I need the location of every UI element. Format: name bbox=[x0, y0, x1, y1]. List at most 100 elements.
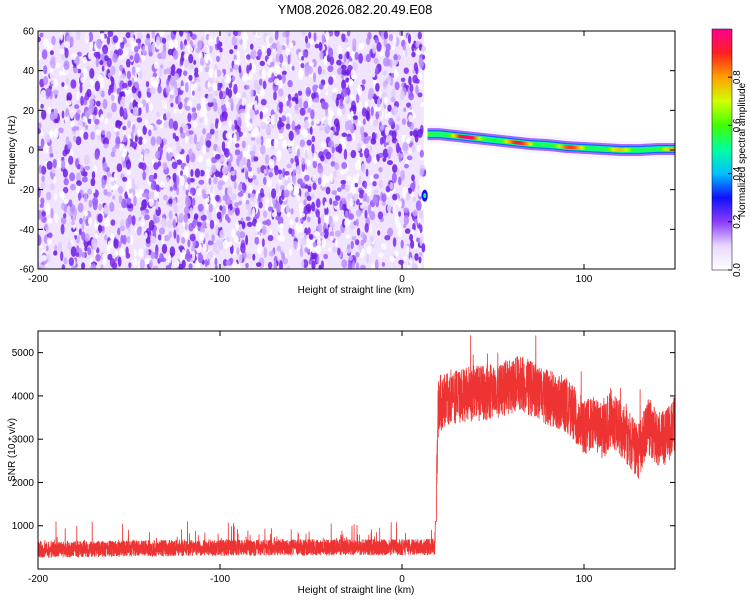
noise-cell bbox=[263, 247, 268, 258]
noise-cell bbox=[329, 235, 334, 241]
noise-cell bbox=[421, 45, 427, 53]
noise-cell bbox=[301, 31, 306, 37]
noise-cell bbox=[351, 187, 357, 195]
noise-cell bbox=[176, 159, 183, 165]
ridge-cell bbox=[482, 137, 485, 141]
noise-cell bbox=[266, 69, 272, 78]
noise-cell bbox=[95, 57, 99, 68]
noise-cell bbox=[40, 197, 45, 205]
noise-cell bbox=[120, 40, 125, 49]
noise-cell bbox=[217, 82, 222, 92]
noise-cell bbox=[253, 178, 259, 186]
noise-cell bbox=[339, 200, 343, 211]
noise-cell bbox=[142, 170, 147, 181]
noise-cell bbox=[77, 68, 82, 74]
noise-cell bbox=[276, 245, 282, 252]
ridge-cell bbox=[555, 144, 558, 148]
noise-cell bbox=[61, 264, 66, 269]
noise-cell bbox=[222, 165, 228, 176]
noise-cell bbox=[76, 51, 82, 57]
noise-cell bbox=[313, 152, 318, 162]
noise-cell bbox=[92, 197, 99, 206]
spectrogram-x-axis-label: Height of straight line (km) bbox=[298, 285, 415, 296]
noise-cell bbox=[150, 236, 157, 244]
noise-cell bbox=[245, 216, 251, 221]
ridge-cell bbox=[485, 137, 488, 142]
ridge-cell bbox=[520, 141, 523, 145]
noise-cell bbox=[152, 126, 157, 131]
ridge-cell bbox=[603, 147, 606, 151]
noise-cell bbox=[373, 189, 379, 195]
noise-cell bbox=[407, 149, 413, 154]
noise-cell bbox=[119, 106, 124, 117]
noise-cell bbox=[187, 112, 192, 123]
ridge-cell bbox=[459, 134, 462, 139]
noise-cell bbox=[45, 202, 50, 213]
noise-cell bbox=[187, 177, 191, 185]
noise-cell bbox=[262, 106, 268, 115]
noise-cell bbox=[175, 154, 180, 160]
noise-cell bbox=[341, 32, 346, 43]
noise-cell bbox=[238, 65, 242, 74]
noise-cell bbox=[188, 263, 193, 269]
noise-cell bbox=[183, 124, 189, 132]
noise-cell bbox=[287, 93, 292, 102]
noise-cell bbox=[281, 252, 286, 261]
noise-cell bbox=[355, 251, 360, 258]
noise-cell bbox=[117, 256, 122, 267]
noise-cell bbox=[132, 106, 139, 117]
noise-cell bbox=[106, 35, 111, 45]
ridge-cell bbox=[644, 147, 647, 152]
ridge-cell bbox=[433, 132, 435, 136]
noise-cell bbox=[157, 85, 162, 94]
ridge-cell bbox=[663, 147, 666, 151]
noise-cell bbox=[62, 168, 68, 178]
noise-cell bbox=[329, 132, 334, 140]
noise-cell bbox=[367, 32, 372, 40]
noise-cell bbox=[154, 250, 159, 260]
noise-cell bbox=[306, 159, 312, 167]
noise-cell bbox=[398, 176, 402, 186]
noise-cell bbox=[158, 31, 165, 38]
noise-cell bbox=[207, 93, 214, 103]
noise-cell bbox=[156, 111, 160, 117]
noise-cell bbox=[80, 164, 84, 172]
ridge-cell bbox=[488, 137, 491, 142]
noise-cell bbox=[110, 233, 115, 240]
noise-cell bbox=[408, 93, 414, 101]
noise-cell bbox=[109, 176, 115, 182]
ridge-cell bbox=[465, 135, 467, 139]
noise-cell bbox=[330, 222, 336, 229]
ridge-cell bbox=[557, 144, 559, 148]
noise-cell bbox=[73, 230, 79, 236]
noise-cell bbox=[226, 31, 232, 35]
noise-cell bbox=[141, 199, 147, 211]
noise-cell bbox=[107, 253, 113, 261]
noise-cell bbox=[247, 144, 251, 151]
noise-cell bbox=[160, 50, 167, 60]
noise-cell bbox=[204, 66, 210, 73]
noise-cell bbox=[412, 263, 416, 269]
noise-cell bbox=[265, 123, 272, 134]
noise-cell bbox=[341, 203, 347, 211]
noise-cell bbox=[225, 99, 229, 109]
noise-cell bbox=[156, 36, 160, 47]
noise-cell bbox=[299, 107, 306, 116]
noise-cell bbox=[180, 175, 185, 187]
noise-cell bbox=[314, 231, 320, 237]
ridge-cell bbox=[504, 139, 507, 144]
ridge-cell bbox=[497, 138, 500, 143]
noise-cell bbox=[387, 111, 392, 118]
noise-cell bbox=[63, 198, 69, 205]
noise-cell bbox=[334, 162, 340, 171]
noise-cell bbox=[221, 205, 226, 215]
noise-cell bbox=[320, 214, 325, 225]
noise-cell bbox=[171, 161, 178, 169]
noise-cell bbox=[259, 87, 266, 98]
noise-cell bbox=[306, 195, 312, 201]
noise-cell bbox=[142, 138, 148, 144]
ridge-cell bbox=[659, 147, 661, 151]
noise-cell bbox=[405, 245, 410, 255]
noise-cell bbox=[209, 219, 215, 230]
noise-cell bbox=[331, 152, 335, 163]
